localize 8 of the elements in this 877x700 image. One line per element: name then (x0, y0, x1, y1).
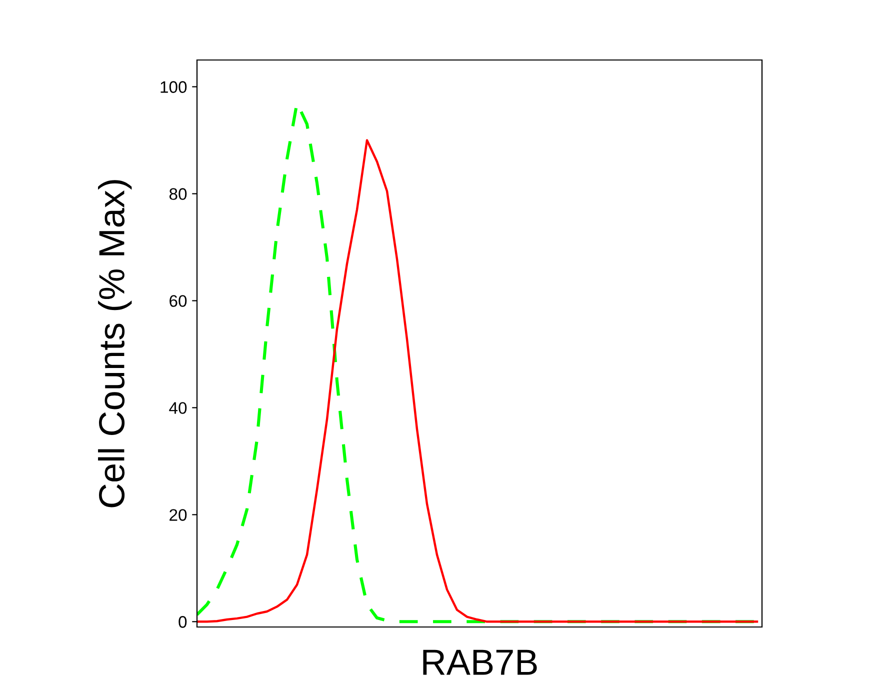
y-tick-label: 100 (160, 81, 187, 93)
y-tick-label: 20 (170, 509, 187, 521)
y-axis-title: Cell Counts (% Max) (98, 180, 132, 508)
y-tick-label: 40 (169, 402, 187, 414)
x-axis-title: RAB7B (423, 650, 537, 675)
y-tick-label: 80 (169, 188, 187, 200)
y-tick-label: 0 (178, 616, 187, 628)
y-tick-label: 60 (170, 295, 187, 307)
